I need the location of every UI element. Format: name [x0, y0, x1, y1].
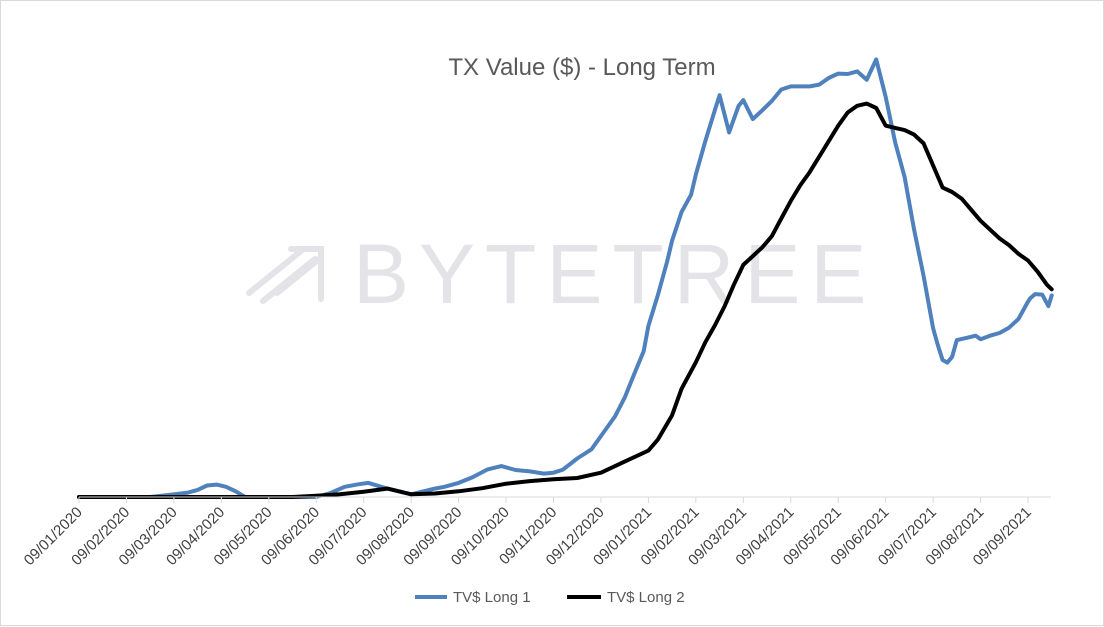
watermark-text: BYTETREE: [353, 227, 876, 321]
chart-title: TX Value ($) - Long Term: [448, 54, 715, 81]
legend-label-series-2: TV$ Long 2: [607, 589, 685, 606]
legend: TV$ Long 1 TV$ Long 2: [415, 589, 685, 606]
series-line-2: [77, 101, 1054, 499]
x-axis-ticks: [78, 497, 1029, 503]
watermark-arrows-icon: [246, 246, 324, 304]
series-layer: [77, 57, 1054, 499]
x-axis-labels: 09/01/202009/02/202009/03/202009/04/2020…: [21, 504, 1035, 569]
watermark: BYTETREE: [246, 227, 876, 321]
legend-label-series-1: TV$ Long 1: [453, 589, 531, 606]
series-line-1: [77, 57, 1054, 499]
